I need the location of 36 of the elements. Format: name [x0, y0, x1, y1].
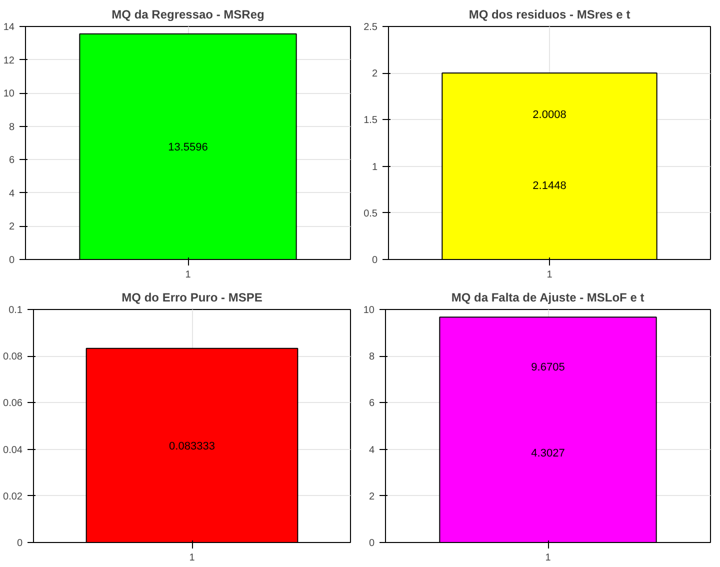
y-tick-label: 0.06	[3, 398, 23, 410]
y-tick-label: 12	[3, 55, 15, 66]
y-tick-label: 10	[363, 305, 375, 316]
y-tick-label: 6	[8, 155, 15, 166]
chart-title: MQ dos residuos - MSres e t	[468, 8, 630, 22]
y-tick-label: 0.1	[8, 305, 23, 316]
y-tick-label: 4	[8, 188, 15, 200]
y-tick-label: 8	[8, 122, 15, 133]
y-tick-label: 2	[372, 68, 378, 80]
y-tick-label: 6	[368, 398, 375, 410]
y-tick-label: 0.04	[3, 444, 23, 456]
y-tick-label: 0	[8, 255, 15, 266]
y-tick-label: 14	[3, 22, 15, 33]
y-tick-label: 4	[368, 444, 375, 456]
y-tick-label: 0.02	[3, 491, 23, 502]
y-tick-label: 2	[8, 222, 15, 233]
y-tick-label: 8	[368, 352, 375, 363]
y-tick-label: 0	[372, 255, 378, 266]
chart-title: MQ da Falta de Ajuste - MSLoF e t	[451, 290, 644, 304]
y-tick-label: 2.5	[364, 22, 378, 33]
data-label: 13.5596	[168, 142, 208, 154]
annotation: 2.1448	[532, 180, 566, 192]
data-label: 0.083333	[169, 440, 215, 452]
y-tick-label: 0	[368, 538, 375, 549]
chart-title: MQ da Regressao - MSReg	[112, 8, 264, 22]
y-tick-label: 0.5	[364, 208, 378, 220]
y-tick-label: 1.5	[364, 115, 378, 126]
y-tick-label: 0.08	[3, 352, 23, 363]
y-tick-label: 10	[3, 88, 15, 100]
y-tick-label: 2	[368, 491, 375, 502]
y-tick-label: 0	[16, 538, 23, 549]
data-label: 2.0008	[532, 109, 566, 122]
annotation: 4.3027	[531, 447, 565, 460]
y-tick-label: 1	[372, 162, 378, 173]
chart-title: MQ do Erro Puro - MSPE	[122, 290, 262, 304]
data-label: 9.6705	[531, 362, 565, 374]
